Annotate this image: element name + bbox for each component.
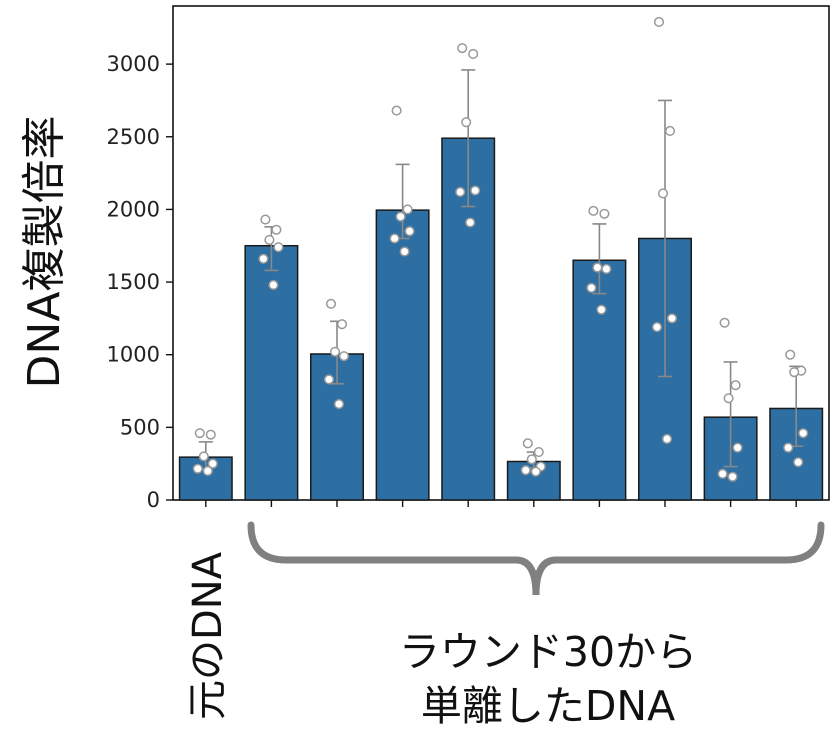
data-point [520,465,531,476]
group-bracket [247,521,825,596]
data-point [717,468,728,479]
data-point [723,393,734,404]
y-tick-label: 500 [120,415,160,439]
data-point [404,226,415,237]
data-point [271,224,282,235]
data-point [399,246,410,257]
group-label-line2: 単離したDNA [421,682,675,730]
data-point [202,465,213,476]
data-point [391,105,402,116]
points-layer [192,16,809,482]
data-point [273,242,284,253]
bar [506,460,561,501]
original-dna-label: 元のDNA [185,551,231,720]
data-point [198,451,209,462]
data-point [732,442,743,453]
y-tick-label: 1500 [107,270,160,294]
data-point [329,346,341,357]
y-tick-label: 2500 [107,125,160,149]
data-point [661,433,673,445]
axes [172,5,830,507]
data-point [333,399,345,410]
data-point [530,466,541,477]
data-point [586,282,597,293]
data-point [336,319,348,330]
y-ticks: 0 500 1000 1500 2000 2500 3000 [107,52,173,512]
data-point [727,471,738,482]
data-point [323,374,335,385]
data-point [268,279,279,291]
data-point [657,188,669,199]
y-tick-label: 1000 [107,343,160,367]
data-point [719,317,730,328]
data-point [730,380,741,391]
data-point [194,428,205,439]
data-point [793,457,804,468]
bar [375,209,430,501]
data-point [789,367,800,378]
data-point [207,458,218,469]
group-label-line1: ラウンド30から [399,628,697,676]
data-point [468,48,479,59]
data-point [522,438,533,449]
data-point [338,351,350,362]
data-point [651,322,663,333]
bar [572,259,627,501]
data-point [785,349,796,360]
data-point [533,447,544,458]
data-point [592,262,603,273]
data-point [461,117,472,128]
data-point [601,263,612,275]
data-point [798,428,809,439]
data-point [470,185,481,196]
data-point [596,304,607,315]
y-tick-label: 3000 [107,52,160,76]
data-point [260,214,271,225]
data-point [783,442,794,453]
data-point [192,463,203,474]
data-point [588,205,599,216]
data-point [666,313,678,324]
y-tick-label: 0 [147,488,160,512]
data-point [599,208,610,219]
data-point [526,454,537,465]
data-point [205,429,216,440]
plot-frame [172,5,830,501]
data-point [457,43,468,54]
data-point [258,253,269,264]
data-point [395,211,406,222]
data-point [664,125,676,137]
data-point [455,186,466,198]
data-point [389,233,400,244]
data-point [465,217,476,228]
data-point [653,16,665,28]
y-axis-label: DNA複製倍率 [19,116,70,389]
data-point [264,234,275,245]
data-point [325,298,337,309]
data-point [402,204,413,215]
y-tick-label: 2000 [107,197,160,221]
